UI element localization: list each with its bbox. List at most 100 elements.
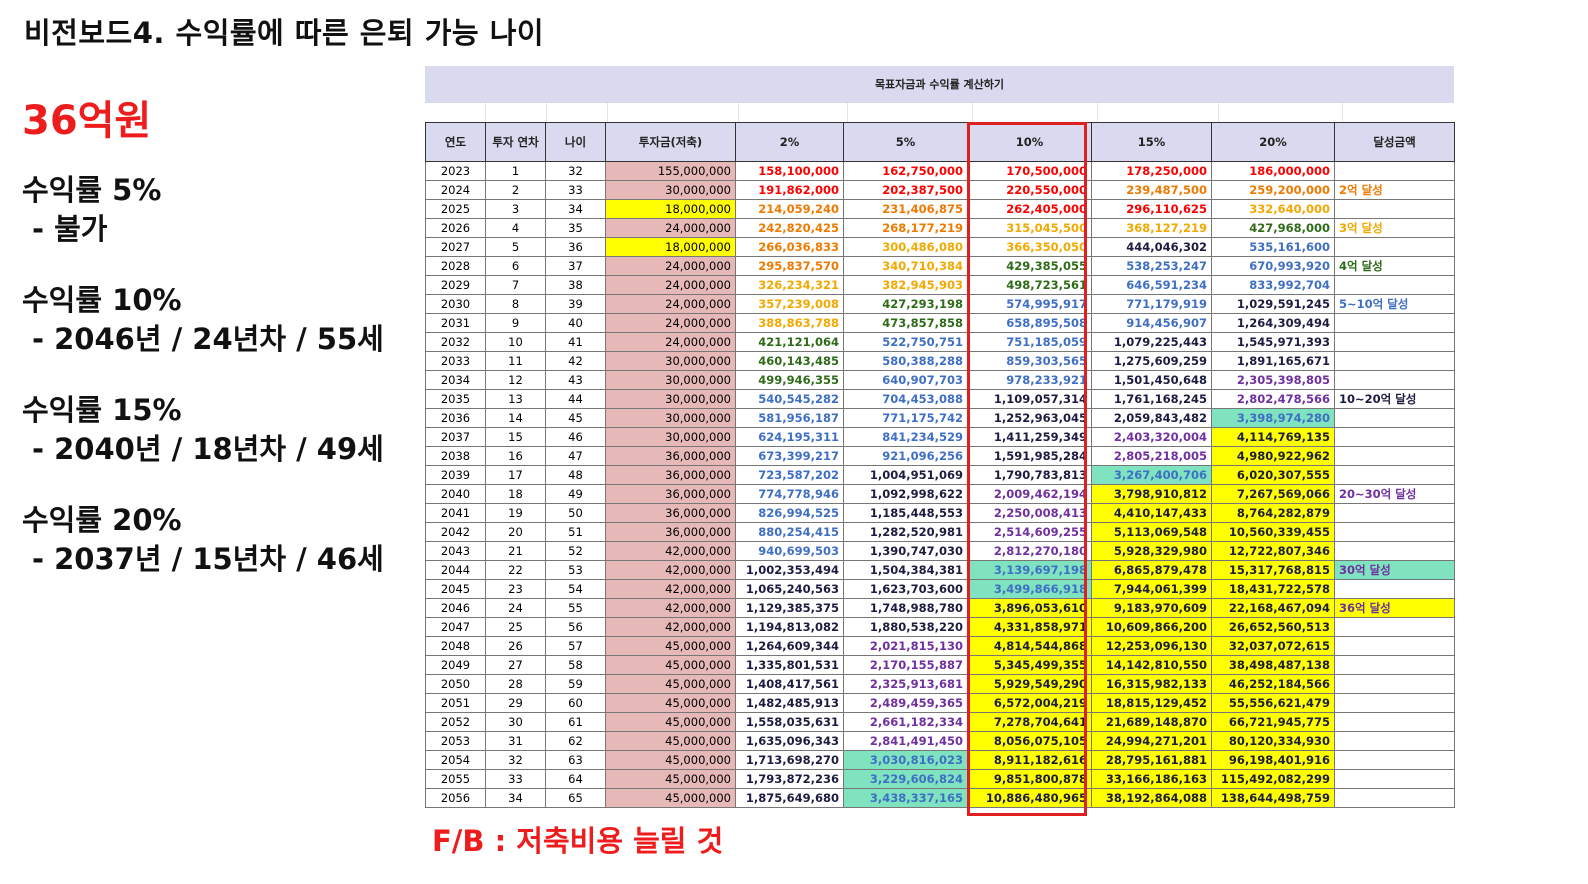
- cell-15pct: 5,113,069,548: [1091, 522, 1212, 542]
- cell-20pct: 6,020,307,555: [1211, 465, 1335, 485]
- cell-age: 58: [545, 655, 606, 675]
- page-title: 비전보드4. 수익률에 따른 은퇴 가능 나이: [24, 16, 545, 50]
- spacer-cell: [486, 103, 547, 122]
- cell-10pct: 978,233,921: [967, 370, 1092, 390]
- cell-achievement: [1334, 427, 1455, 447]
- table-row: 2030 8 39 24,000,000 357,239,008 427,293,198 5…: [425, 294, 1455, 314]
- col-header-achievement: 달성금액: [1334, 122, 1455, 162]
- table-row: 2054 32 63 45,000,000 1,713,698,270 3,030,816…: [425, 750, 1455, 770]
- cell-invest-year: 11: [485, 351, 546, 371]
- cell-2pct: 624,195,311: [735, 427, 844, 447]
- cell-20pct: 4,114,769,135: [1211, 427, 1335, 447]
- cell-15pct: 1,079,225,443: [1091, 332, 1212, 352]
- cell-invest-year: 13: [485, 389, 546, 409]
- cell-2pct: 1,408,417,561: [735, 674, 844, 694]
- cell-invest-year: 15: [485, 427, 546, 447]
- table-row: 2043 21 52 42,000,000 940,699,503 1,390,747,0…: [425, 541, 1455, 561]
- cell-age: 43: [545, 370, 606, 390]
- cell-20pct: 1,545,971,393: [1211, 332, 1335, 352]
- cell-10pct: 7,278,704,641: [967, 712, 1092, 732]
- col-header-age: 나이: [545, 122, 606, 162]
- cell-year: 2025: [425, 199, 486, 219]
- cell-15pct: 7,944,061,399: [1091, 579, 1212, 599]
- cell-investment: 42,000,000: [605, 598, 736, 618]
- cell-10pct: 658,895,508: [967, 313, 1092, 333]
- cell-age: 41: [545, 332, 606, 352]
- cell-20pct: 12,722,807,346: [1211, 541, 1335, 561]
- col-header-year: 연도: [425, 122, 486, 162]
- cell-invest-year: 5: [485, 237, 546, 257]
- cell-investment: 24,000,000: [605, 275, 736, 295]
- cell-2pct: 191,862,000: [735, 180, 844, 200]
- spacer-cell: [739, 103, 848, 122]
- cell-investment: 42,000,000: [605, 579, 736, 599]
- cell-invest-year: 16: [485, 446, 546, 466]
- cell-10pct: 1,109,057,314: [967, 389, 1092, 409]
- cell-5pct: 921,096,256: [843, 446, 968, 466]
- cell-10pct: 429,385,055: [967, 256, 1092, 276]
- cell-investment: 18,000,000: [605, 237, 736, 257]
- cell-10pct: 220,550,000: [967, 180, 1092, 200]
- spacer-cell: [1219, 103, 1343, 122]
- cell-10pct: 5,929,549,290: [967, 674, 1092, 694]
- cell-5pct: 2,841,491,450: [843, 731, 968, 751]
- cell-15pct: 33,166,186,163: [1091, 769, 1212, 789]
- cell-age: 65: [545, 788, 606, 808]
- cell-5pct: 841,234,529: [843, 427, 968, 447]
- cell-2pct: 1,065,240,563: [735, 579, 844, 599]
- cell-invest-year: 30: [485, 712, 546, 732]
- table-row: 2049 27 58 45,000,000 1,335,801,531 2,170,155…: [425, 655, 1455, 675]
- cell-20pct: 4,980,922,962: [1211, 446, 1335, 466]
- cell-15pct: 3,798,910,812: [1091, 484, 1212, 504]
- cell-20pct: 7,267,569,066: [1211, 484, 1335, 504]
- cell-15pct: 2,059,843,482: [1091, 408, 1212, 428]
- cell-5pct: 2,661,182,334: [843, 712, 968, 732]
- cell-10pct: 1,411,259,349: [967, 427, 1092, 447]
- cell-15pct: 28,795,161,881: [1091, 750, 1212, 770]
- cell-5pct: 3,030,816,023: [843, 750, 968, 770]
- table-row: 2034 12 43 30,000,000 499,946,355 640,907,703…: [425, 370, 1455, 390]
- cell-invest-year: 3: [485, 199, 546, 219]
- cell-2pct: 499,946,355: [735, 370, 844, 390]
- col-header-5pct: 5%: [843, 122, 968, 162]
- cell-10pct: 9,851,800,878: [967, 769, 1092, 789]
- cell-5pct: 1,504,384,381: [843, 560, 968, 580]
- cell-20pct: 80,120,334,930: [1211, 731, 1335, 751]
- cell-20pct: 96,198,401,916: [1211, 750, 1335, 770]
- cell-20pct: 46,252,184,566: [1211, 674, 1335, 694]
- cell-10pct: 3,896,053,610: [967, 598, 1092, 618]
- table-row: 2024 2 33 30,000,000 191,862,000 202,387,500 2…: [425, 180, 1455, 200]
- cell-invest-year: 12: [485, 370, 546, 390]
- cell-invest-year: 24: [485, 598, 546, 618]
- note-detail: - 불가: [32, 212, 108, 246]
- cell-age: 48: [545, 465, 606, 485]
- cell-year: 2035: [425, 389, 486, 409]
- cell-year: 2050: [425, 674, 486, 694]
- cell-achievement: [1334, 503, 1455, 523]
- cell-achievement: [1334, 313, 1455, 333]
- cell-20pct: 670,993,920: [1211, 256, 1335, 276]
- cell-year: 2040: [425, 484, 486, 504]
- cell-year: 2037: [425, 427, 486, 447]
- cell-age: 40: [545, 313, 606, 333]
- cell-15pct: 18,815,129,452: [1091, 693, 1212, 713]
- table-row: 2033 11 42 30,000,000 460,143,485 580,388,288…: [425, 351, 1455, 371]
- cell-invest-year: 34: [485, 788, 546, 808]
- cell-2pct: 1,194,813,082: [735, 617, 844, 637]
- spacer-cell: [547, 103, 608, 122]
- cell-age: 57: [545, 636, 606, 656]
- cell-10pct: 574,995,917: [967, 294, 1092, 314]
- table-row: 2050 28 59 45,000,000 1,408,417,561 2,325,913…: [425, 674, 1455, 694]
- cell-15pct: 914,456,907: [1091, 313, 1212, 333]
- cell-15pct: 14,142,810,550: [1091, 655, 1212, 675]
- cell-achievement: [1334, 275, 1455, 295]
- table-row: 2031 9 40 24,000,000 388,863,788 473,857,858 6…: [425, 313, 1455, 333]
- note-5pct: 수익률 5% - 불가: [22, 170, 422, 248]
- col-header-20pct: 20%: [1211, 122, 1335, 162]
- cell-15pct: 21,689,148,870: [1091, 712, 1212, 732]
- cell-5pct: 2,325,913,681: [843, 674, 968, 694]
- cell-5pct: 300,486,080: [843, 237, 968, 257]
- table-row: 2051 29 60 45,000,000 1,482,485,913 2,489,459…: [425, 693, 1455, 713]
- cell-15pct: 538,253,247: [1091, 256, 1212, 276]
- cell-20pct: 3,398,974,280: [1211, 408, 1335, 428]
